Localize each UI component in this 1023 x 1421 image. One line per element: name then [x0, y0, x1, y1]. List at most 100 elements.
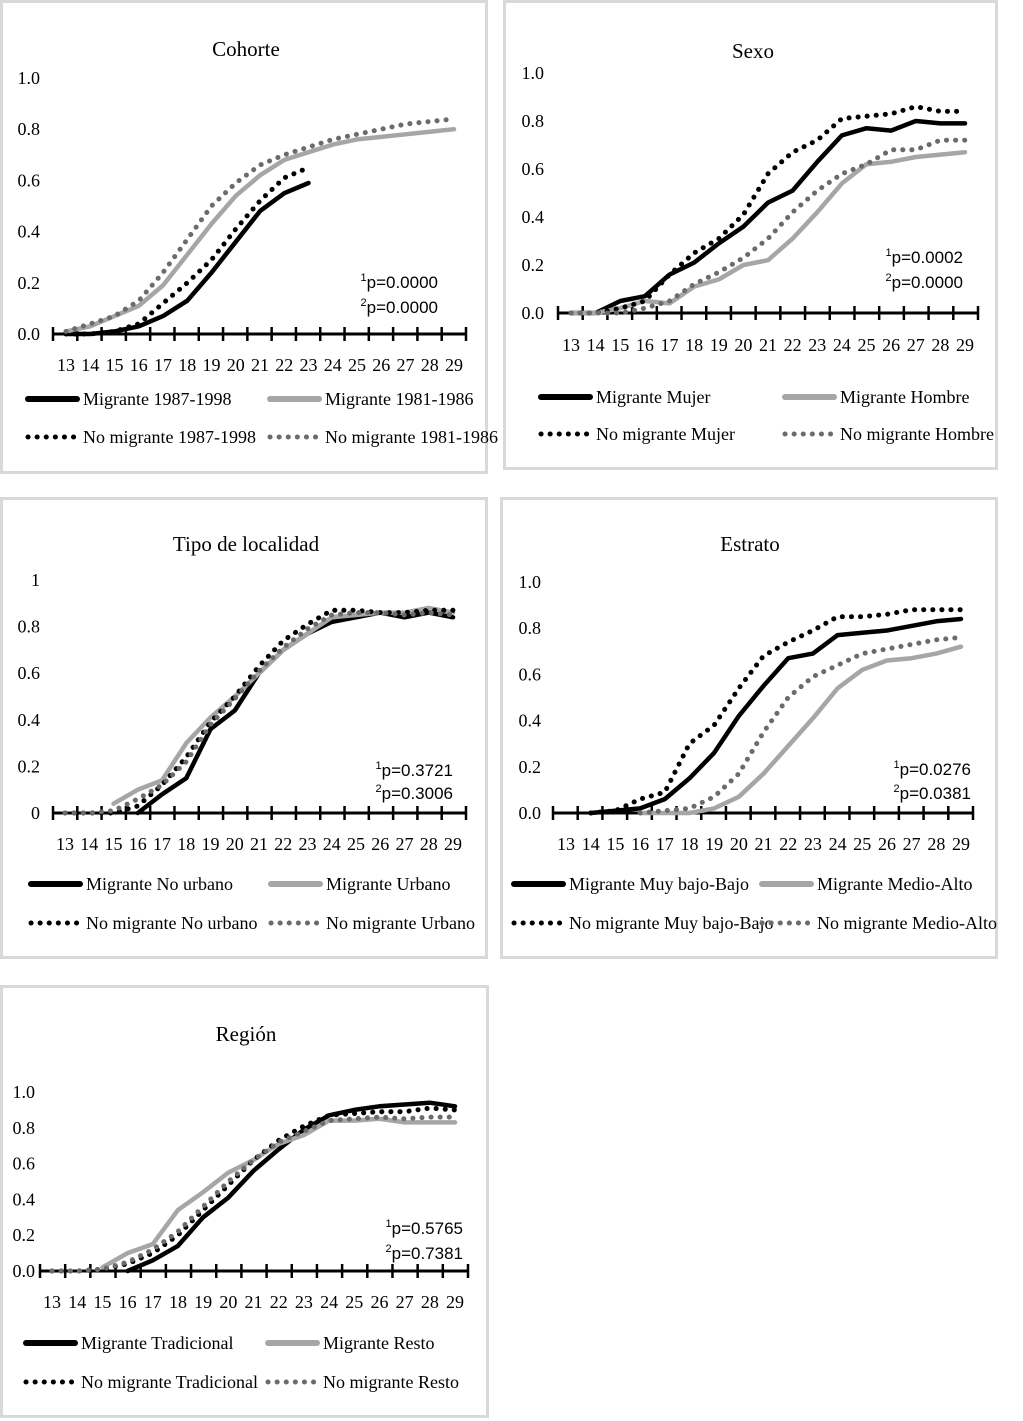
data-point	[404, 1122, 405, 1123]
p-value-annotation: 2p=0.0000	[360, 297, 438, 317]
data-point	[664, 810, 665, 811]
data-point	[429, 131, 430, 132]
series-line-no-migrante-resto	[49, 1114, 458, 1274]
y-tick-label: 0.2	[522, 255, 545, 275]
legend-label: Migrante Tradicional	[81, 1333, 233, 1353]
data-point	[768, 238, 769, 239]
x-tick-label: 28	[931, 335, 949, 355]
p-value-superscript: 1	[893, 759, 899, 771]
data-point	[694, 284, 695, 285]
data-point	[862, 616, 863, 617]
legend-item: No migrante 1987-1998	[25, 427, 256, 447]
x-tick-label: 29	[444, 834, 462, 854]
legend-label: No migrante Tradicional	[81, 1372, 258, 1392]
y-tick-label: 0.8	[13, 1118, 36, 1138]
data-point	[379, 1106, 380, 1107]
legend-item: Migrante No urbano	[28, 874, 233, 894]
data-point	[644, 296, 645, 297]
p-value-text: p=0.0381	[900, 784, 971, 803]
data-point	[90, 326, 91, 327]
p-value-text: p=0.0002	[892, 248, 963, 267]
data-point	[455, 1106, 456, 1107]
series-line-no-migrante-1981-1986	[63, 116, 457, 334]
data-point	[428, 610, 429, 611]
data-point	[203, 1217, 204, 1218]
x-tick-label: 16	[636, 335, 654, 355]
data-point	[177, 1231, 178, 1232]
legend-item: No migrante Tradicional	[23, 1372, 258, 1392]
y-tick-label: 1.0	[519, 572, 542, 592]
data-point	[162, 785, 163, 786]
data-point	[862, 669, 863, 670]
data-point	[886, 630, 887, 631]
data-point	[66, 331, 67, 332]
x-tick-label: 23	[295, 1292, 313, 1312]
data-point	[763, 732, 764, 733]
x-tick-label: 17	[154, 355, 172, 375]
data-point	[356, 610, 357, 611]
x-tick-label: 21	[251, 355, 269, 375]
x-tick-label: 28	[421, 1292, 439, 1312]
data-point	[886, 614, 887, 615]
data-point	[354, 1118, 355, 1119]
series-line-migrante-1987-1998	[63, 180, 311, 337]
data-point	[817, 212, 818, 213]
legend-label: Migrante 1981-1986	[325, 389, 473, 409]
data-point	[940, 123, 941, 124]
series-line-migrante-resto	[100, 1116, 458, 1270]
x-tick-label: 22	[275, 355, 293, 375]
data-point	[718, 243, 719, 244]
p-value-text: p=0.0000	[367, 298, 438, 317]
p-value-text: p=0.3006	[382, 784, 453, 803]
p-value-annotation: 1p=0.3721	[375, 760, 453, 780]
data-point	[812, 718, 813, 719]
data-point	[453, 617, 454, 618]
data-point	[817, 190, 818, 191]
x-tick-label: 14	[81, 355, 99, 375]
data-point	[152, 1253, 153, 1254]
data-point	[936, 639, 937, 640]
x-tick-label: 15	[106, 355, 124, 375]
data-point	[738, 796, 739, 797]
y-tick-label: 0.4	[522, 207, 545, 227]
data-point	[644, 308, 645, 309]
y-tick-label: 1	[31, 570, 40, 590]
data-point	[187, 239, 188, 240]
chart-tipo-localidad: Tipo de localidad 0 0.2 0.4 0.6 0.8 1 13 14 15 16 1…	[18, 532, 475, 933]
data-point	[329, 1120, 330, 1121]
data-point	[571, 313, 572, 314]
data-point	[915, 106, 916, 107]
data-point	[127, 1271, 128, 1272]
data-point	[718, 272, 719, 273]
x-tick-label: 25	[853, 834, 871, 854]
x-tick-label: 21	[755, 834, 773, 854]
data-point	[817, 140, 818, 141]
series-line-no-migrante-medio-alto	[637, 634, 964, 816]
x-tick-label: 13	[56, 834, 74, 854]
data-point	[404, 1118, 405, 1119]
legend-label: Migrante Muy bajo-Bajo	[569, 874, 749, 894]
x-tick-label: 23	[299, 834, 317, 854]
data-point	[379, 1118, 380, 1119]
data-point	[837, 665, 838, 666]
data-point	[664, 799, 665, 800]
p-value-superscript: 1	[375, 760, 381, 772]
x-tick-label: 29	[956, 335, 974, 355]
legend-item: No migrante Urbano	[268, 913, 475, 933]
data-point	[669, 301, 670, 302]
x-tick-label: 18	[177, 834, 195, 854]
data-point	[891, 149, 892, 150]
data-point	[718, 279, 719, 280]
p-value-superscript: 1	[885, 247, 891, 259]
y-tick-label: 0.4	[18, 710, 41, 730]
data-point	[866, 164, 867, 165]
x-tick-label: 21	[245, 1292, 263, 1312]
x-tick-label: 20	[227, 355, 245, 375]
data-point	[138, 300, 139, 301]
data-point	[694, 262, 695, 263]
x-tick-label: 23	[804, 834, 822, 854]
data-point	[235, 195, 236, 196]
x-tick-label: 20	[730, 834, 748, 854]
x-tick-label: 18	[169, 1292, 187, 1312]
p-value-text: p=0.5765	[392, 1219, 463, 1238]
